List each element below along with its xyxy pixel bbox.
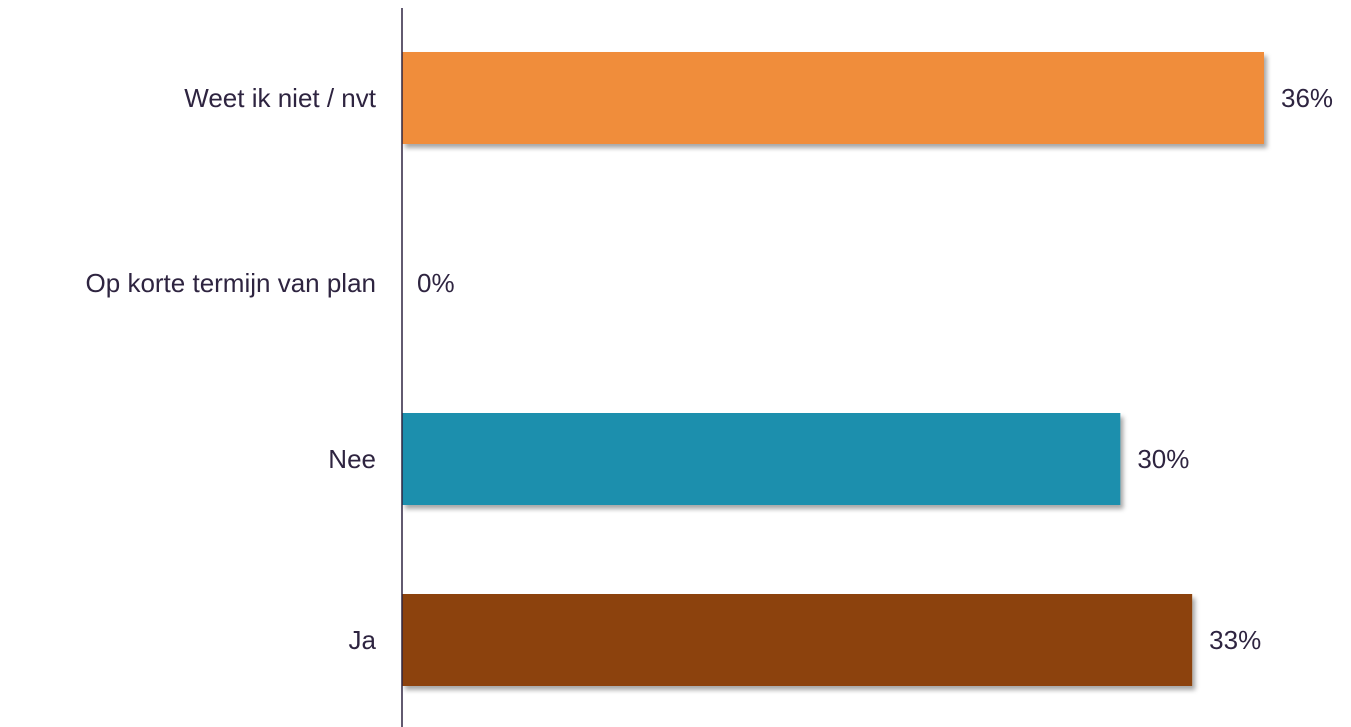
- data-label: 36%: [1281, 83, 1333, 113]
- category-label: Op korte termijn van plan: [86, 268, 376, 298]
- data-label: 0%: [417, 268, 455, 298]
- category-label: Ja: [349, 625, 377, 655]
- category-label: Weet ik niet / nvt: [184, 83, 376, 113]
- bar-2: [402, 413, 1121, 505]
- bar-0: [402, 52, 1264, 144]
- bars-layer: [402, 52, 1264, 686]
- data-label: 30%: [1137, 444, 1189, 474]
- bar-3: [402, 594, 1193, 686]
- category-label: Nee: [328, 444, 376, 474]
- data-label: 33%: [1209, 625, 1261, 655]
- labels-layer: Weet ik niet / nvt 36% Op korte termijn va…: [86, 83, 1334, 655]
